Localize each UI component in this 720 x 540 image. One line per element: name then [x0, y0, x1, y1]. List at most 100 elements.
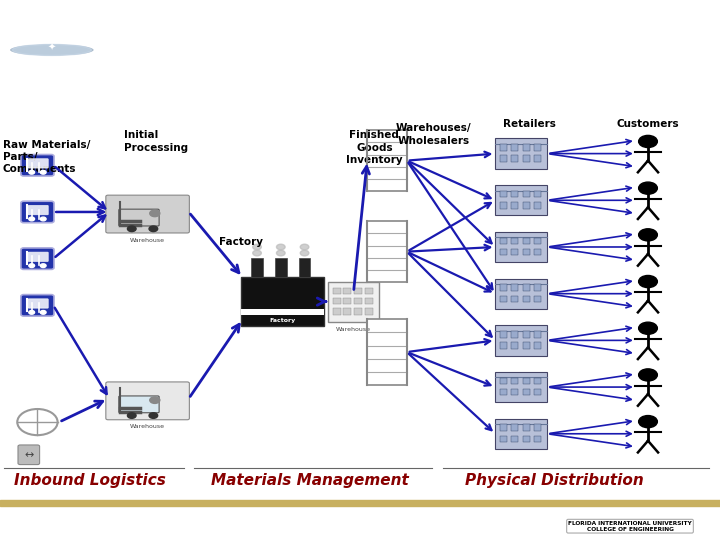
Bar — [500, 249, 507, 255]
Text: Figure 1-1:  Control Over the Flow of: Figure 1-1: Control Over the Flow of — [133, 15, 652, 39]
Circle shape — [639, 322, 657, 334]
Bar — [365, 298, 373, 305]
Bar — [500, 156, 507, 162]
Bar — [354, 288, 362, 294]
Circle shape — [40, 217, 46, 221]
FancyBboxPatch shape — [28, 299, 48, 308]
Bar — [495, 185, 547, 215]
Bar — [495, 279, 547, 309]
FancyBboxPatch shape — [328, 282, 379, 322]
Bar — [495, 418, 547, 449]
Text: Factory: Factory — [269, 318, 296, 323]
Bar — [523, 191, 530, 198]
Bar — [523, 156, 530, 162]
Bar — [511, 295, 518, 302]
Circle shape — [29, 310, 35, 314]
Bar — [523, 424, 530, 431]
Text: ✦: ✦ — [48, 43, 56, 53]
Bar — [534, 342, 541, 349]
Bar — [511, 249, 518, 255]
Text: Inbound and Outbound Movements: Inbound and Outbound Movements — [143, 68, 642, 92]
Bar — [523, 331, 530, 338]
Bar — [367, 221, 407, 282]
Bar — [500, 342, 507, 349]
Bar — [241, 278, 324, 326]
Circle shape — [639, 416, 657, 428]
Bar — [367, 319, 407, 384]
Bar — [495, 232, 547, 262]
Bar — [511, 424, 518, 431]
Circle shape — [639, 275, 657, 288]
Bar — [251, 258, 263, 278]
Bar — [534, 238, 541, 244]
Bar — [511, 331, 518, 338]
Text: Initial
Processing: Initial Processing — [124, 130, 188, 153]
Circle shape — [300, 250, 309, 256]
FancyBboxPatch shape — [28, 205, 48, 215]
Bar — [367, 130, 407, 191]
Bar — [333, 298, 341, 305]
Circle shape — [639, 229, 657, 241]
Circle shape — [639, 136, 657, 147]
Bar — [534, 295, 541, 302]
Bar — [500, 285, 507, 291]
Bar — [523, 436, 530, 442]
Bar — [500, 202, 507, 208]
FancyBboxPatch shape — [18, 445, 40, 464]
Text: Factory: Factory — [219, 237, 264, 247]
Circle shape — [150, 397, 160, 403]
Bar — [511, 191, 518, 198]
Bar — [534, 144, 541, 151]
FancyBboxPatch shape — [21, 295, 54, 316]
Bar — [523, 342, 530, 349]
Circle shape — [127, 413, 136, 418]
FancyBboxPatch shape — [106, 195, 189, 233]
Bar — [500, 424, 507, 431]
FancyBboxPatch shape — [21, 154, 54, 176]
Bar — [511, 378, 518, 384]
Bar — [511, 238, 518, 244]
Bar — [523, 202, 530, 208]
Bar — [523, 285, 530, 291]
Circle shape — [149, 226, 158, 232]
Bar — [343, 298, 351, 305]
FancyBboxPatch shape — [119, 396, 159, 413]
Bar — [523, 144, 530, 151]
Bar — [511, 144, 518, 151]
Circle shape — [10, 44, 94, 56]
Bar — [523, 378, 530, 384]
Circle shape — [29, 264, 35, 267]
FancyBboxPatch shape — [21, 248, 54, 269]
Bar — [511, 156, 518, 162]
Bar — [495, 325, 547, 355]
Text: Warehouse: Warehouse — [130, 238, 165, 242]
Bar — [495, 372, 547, 402]
FancyBboxPatch shape — [28, 252, 48, 261]
Bar — [343, 308, 351, 315]
Bar — [523, 389, 530, 395]
Circle shape — [29, 217, 35, 221]
Circle shape — [253, 244, 261, 250]
Bar — [0, 500, 720, 507]
Circle shape — [276, 250, 285, 256]
Bar — [534, 424, 541, 431]
Text: ✦: ✦ — [49, 67, 55, 73]
Text: Customers: Customers — [617, 119, 679, 129]
Bar — [500, 378, 507, 384]
Bar — [534, 378, 541, 384]
Bar — [495, 138, 547, 169]
Bar — [354, 308, 362, 315]
Text: Warehouses/
Wholesalers: Warehouses/ Wholesalers — [395, 123, 472, 146]
Bar — [241, 309, 324, 315]
Circle shape — [12, 44, 91, 56]
Bar — [534, 389, 541, 395]
Bar — [511, 342, 518, 349]
Bar — [511, 285, 518, 291]
FancyBboxPatch shape — [119, 209, 159, 226]
Bar — [500, 295, 507, 302]
Bar — [500, 436, 507, 442]
Bar — [534, 249, 541, 255]
Bar — [500, 331, 507, 338]
Bar — [511, 436, 518, 442]
Bar — [523, 295, 530, 302]
